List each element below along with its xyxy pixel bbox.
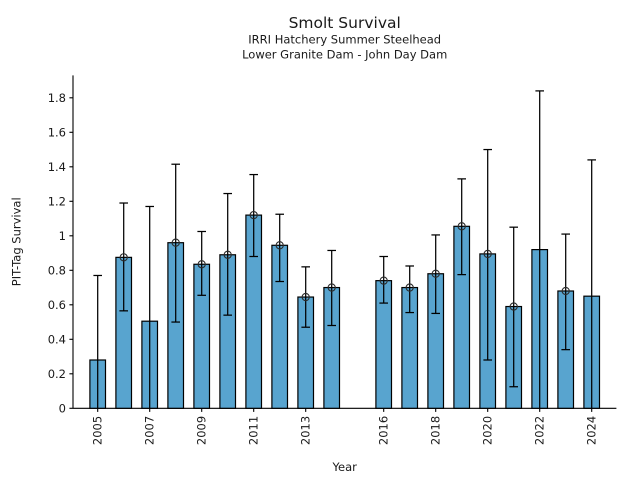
chart-subtitle-line2: Lower Granite Dam - John Day Dam — [242, 48, 447, 62]
point-marker-2021 — [509, 302, 518, 311]
x-axis-label: Year — [332, 460, 358, 474]
y-tick-label: 1 — [59, 229, 66, 243]
y-tick-label: 1.2 — [48, 194, 66, 208]
y-tick-label: 1.6 — [48, 125, 66, 139]
point-marker-2011 — [249, 210, 258, 220]
point-marker-2013 — [301, 292, 310, 302]
y-tick-label: 0.2 — [48, 367, 66, 381]
x-tick-label: 2016 — [377, 416, 391, 445]
chart-title: Smolt Survival — [289, 14, 401, 32]
point-marker-2018 — [431, 269, 440, 278]
point-marker-2023 — [561, 286, 570, 296]
point-marker-2019 — [457, 222, 466, 231]
y-tick-label: 1.8 — [48, 91, 66, 105]
x-tick-label: 2009 — [195, 416, 209, 445]
chart-subtitle-line1: IRRI Hatchery Summer Steelhead — [248, 33, 441, 47]
x-tick-label: 2011 — [247, 416, 261, 445]
point-marker-2017 — [405, 283, 414, 292]
y-tick-label: 0.4 — [48, 332, 66, 346]
y-tick-label: 1.4 — [48, 160, 66, 174]
plot-area: 0 0.2 0.4 0.6 0.8 1 1.2 1.4 1.6 1.8 2005 2007 2009 20… — [48, 75, 617, 445]
point-marker-2016 — [379, 276, 388, 285]
point-marker-2009 — [197, 260, 206, 269]
x-tick-label: 2018 — [429, 416, 443, 445]
point-marker-2006 — [119, 253, 128, 262]
x-tick-label: 2005 — [91, 416, 105, 445]
point-marker-2010 — [223, 250, 232, 259]
x-tick-label: 2022 — [533, 416, 547, 445]
y-tick-label: 0.8 — [48, 263, 66, 277]
point-marker-2012 — [275, 241, 284, 250]
point-marker-2020 — [483, 249, 492, 259]
y-tick-label: 0 — [59, 401, 66, 415]
point-marker-2014 — [327, 283, 336, 292]
x-tick-label: 2013 — [299, 416, 313, 445]
x-tick-label: 2007 — [143, 416, 157, 445]
x-tick-label: 2024 — [585, 416, 599, 445]
y-axis-label: PIT-Tag Survival — [10, 197, 24, 286]
x-tick-label: 2020 — [481, 416, 495, 445]
y-tick-label: 0.6 — [48, 298, 66, 312]
point-marker-2008 — [171, 238, 180, 247]
